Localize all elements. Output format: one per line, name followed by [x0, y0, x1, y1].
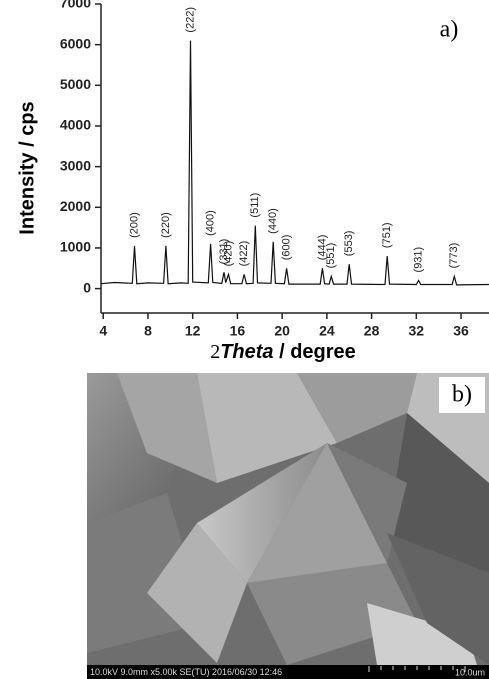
y-tick-label: 6000 [60, 35, 91, 51]
x-title-part: 2 [210, 341, 220, 363]
x-axis-title: 2Theta / degree [210, 341, 356, 364]
peak-label: (751) [381, 222, 393, 248]
y-tick-label: 4000 [60, 117, 91, 133]
y-tick-label: 7000 [60, 0, 91, 11]
x-title-part: / degree [274, 341, 356, 363]
peak-label: (773) [448, 243, 460, 269]
x-tick-label: 28 [364, 323, 380, 339]
x-tick-label: 12 [185, 323, 201, 339]
x-title-part: Theta [220, 341, 273, 363]
x-tick-label: 16 [230, 323, 246, 339]
figure: a) Intensity / cps 2Theta / degree 0 1000… [0, 0, 489, 679]
peak-label: (400) [204, 210, 216, 236]
y-tick-label: 2000 [60, 198, 91, 214]
x-tick-label: 20 [274, 323, 290, 339]
y-axis-title: Intensity / cps [16, 101, 38, 234]
y-tick-label: 0 [83, 279, 91, 295]
x-tick-label: 8 [144, 323, 152, 339]
peak-label: (600) [281, 235, 293, 261]
y-tick-label: 5000 [60, 76, 91, 92]
info-text: 10.0kV 9.0mm x5.00k SE(TU) 2016/06/30 12… [90, 667, 282, 677]
peak-label: (220) [160, 212, 172, 238]
x-tick-label: 36 [453, 323, 469, 339]
xrd-line [101, 41, 489, 285]
xrd-chart: a) Intensity / cps 2Theta / degree 0 1000… [0, 0, 489, 370]
peak-label: (420) [222, 241, 234, 267]
x-tick-label: 32 [409, 323, 425, 339]
x-tick-label: 24 [319, 323, 335, 339]
sem-image: 10.0kV 9.0mm x5.00k SE(TU) 2016/06/30 12… [87, 373, 489, 679]
panel-label: b) [452, 382, 472, 408]
peak-label: (422) [238, 241, 250, 267]
x-tick-label: 4 [99, 323, 107, 339]
peak-label: (553) [343, 231, 355, 257]
peak-label: (222) [184, 7, 196, 33]
peak-label: (551) [325, 243, 337, 269]
peak-label: (440) [267, 208, 279, 234]
scale-text: 10.0um [455, 667, 485, 677]
peak-label: (200) [128, 212, 140, 238]
peak-label: (931) [412, 247, 424, 273]
y-tick-label: 3000 [60, 157, 91, 173]
peak-label: (511) [249, 193, 261, 218]
panel-label: a) [440, 17, 459, 43]
y-tick-label: 1000 [60, 239, 91, 255]
